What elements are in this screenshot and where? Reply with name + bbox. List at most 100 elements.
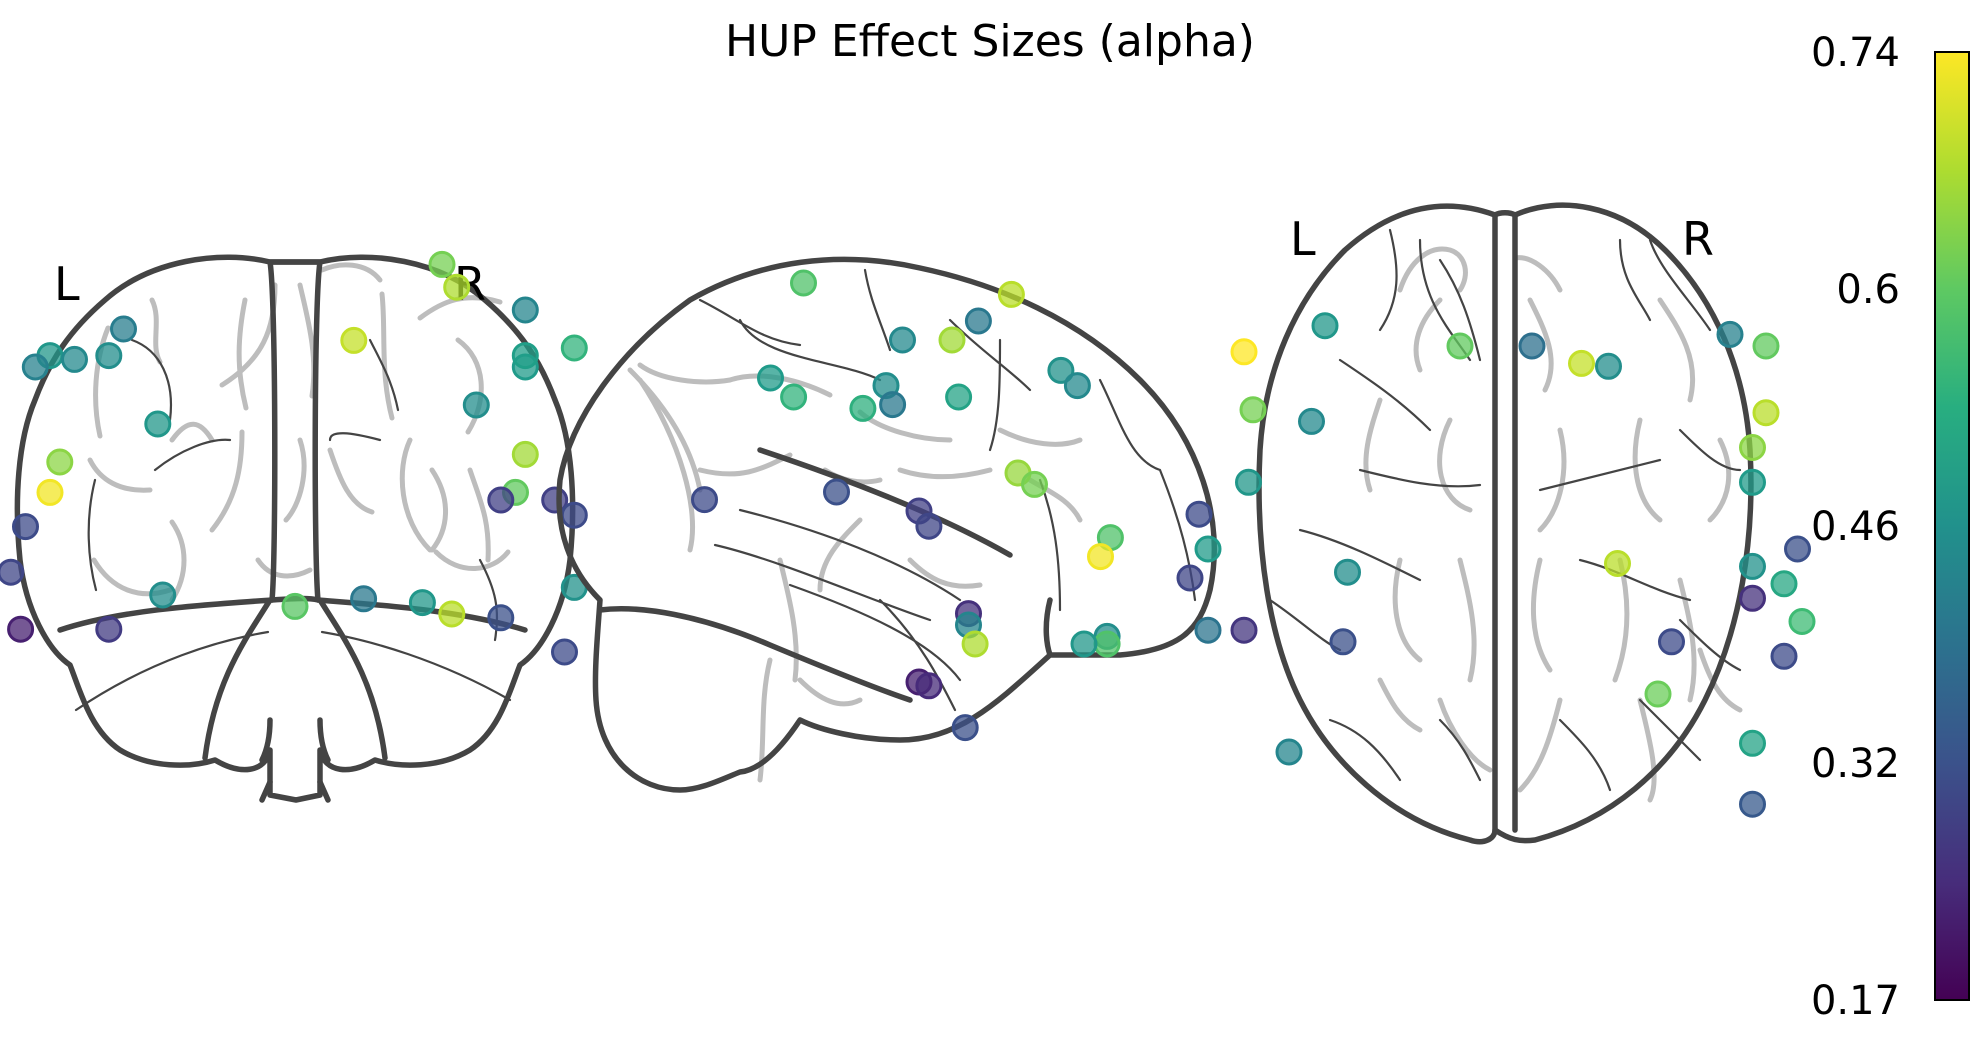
- coronal-left-label: L: [54, 257, 80, 311]
- sagittal-point: [823, 478, 850, 506]
- coronal-point: [36, 478, 64, 506]
- colorbar-tick-label: 0.17: [1811, 978, 1900, 1024]
- coronal-point: [144, 410, 172, 438]
- axial-point: [1739, 552, 1766, 580]
- colorbar-tick-label: 0.6: [1836, 267, 1900, 313]
- axial-point: [1239, 396, 1267, 424]
- axial-point: [1788, 608, 1816, 635]
- coronal-point: [511, 296, 539, 324]
- axial-midline: [1492, 212, 1518, 833]
- sagittal-point: [961, 630, 989, 658]
- coronal-sulci-lower: [91, 437, 491, 603]
- colorbar-frame: [1934, 51, 1970, 1001]
- sagittal-point: [757, 364, 784, 392]
- axial-outline: [1256, 202, 1754, 845]
- chart-title: HUP Effect Sizes (alpha): [725, 16, 1255, 67]
- axial-point: [1752, 399, 1780, 427]
- axial-point: [1770, 570, 1798, 598]
- coronal-point: [428, 250, 456, 278]
- axial-points: [1176, 312, 1816, 818]
- axial-point: [1752, 332, 1780, 360]
- coronal-points: [0, 250, 588, 666]
- axial-point: [1739, 584, 1766, 612]
- axial-point: [1595, 352, 1622, 380]
- sagittal-point: [849, 394, 877, 422]
- sagittal-point: [938, 326, 966, 354]
- axial-point: [1194, 616, 1222, 644]
- axial-inner-lines: [1268, 228, 1742, 792]
- axial-point: [1230, 616, 1258, 644]
- axial-point: [1446, 332, 1474, 360]
- coronal-midline: [267, 259, 323, 603]
- coronal-point: [408, 589, 436, 617]
- coronal-point: [350, 585, 378, 613]
- coronal-point: [0, 558, 25, 586]
- sagittal-outline: [556, 256, 1218, 793]
- axial-point: [1298, 407, 1325, 435]
- axial-point: [1230, 338, 1258, 366]
- colorbar-tick-label: 0.46: [1811, 504, 1900, 550]
- sagittal-point: [889, 326, 916, 354]
- coronal-point: [7, 615, 35, 643]
- axial-right-label: R: [1682, 212, 1714, 266]
- axial-sulci: [1363, 246, 1743, 803]
- axial-point: [1311, 312, 1339, 340]
- coronal-point: [61, 345, 88, 373]
- coronal-point: [438, 600, 466, 628]
- coronal-point: [443, 273, 471, 301]
- axial-point: [1185, 500, 1213, 528]
- axial-point: [1658, 628, 1685, 656]
- axial-point: [1739, 790, 1766, 818]
- axial-point: [1235, 468, 1262, 496]
- axial-view: L R: [1176, 202, 1816, 845]
- sagittal-point: [915, 672, 943, 700]
- axial-point: [1334, 558, 1361, 586]
- colorbar: 0.74 0.6 0.46 0.32 0.17: [1811, 30, 1970, 1024]
- coronal-point: [487, 486, 515, 514]
- axial-point: [1518, 332, 1546, 360]
- axial-point: [1770, 642, 1798, 670]
- coronal-view: L R: [0, 250, 588, 803]
- sagittal-view: [556, 256, 1218, 793]
- sagittal-point: [997, 280, 1025, 308]
- sagittal-points: [691, 269, 1124, 742]
- sagittal-point: [780, 383, 808, 411]
- axial-point: [1568, 349, 1595, 377]
- sagittal-point: [790, 269, 817, 297]
- sagittal-point: [1087, 543, 1114, 571]
- axial-point: [1784, 535, 1811, 563]
- coronal-point: [95, 615, 123, 643]
- axial-point: [1604, 550, 1631, 577]
- coronal-point: [511, 342, 539, 370]
- axial-point: [1739, 434, 1766, 461]
- coronal-point: [110, 315, 137, 343]
- sagittal-point: [915, 512, 943, 540]
- coronal-point: [462, 391, 490, 419]
- sagittal-point: [1047, 356, 1075, 384]
- axial-point: [1275, 738, 1303, 766]
- coronal-point: [281, 592, 309, 620]
- colorbar-fill: [1935, 52, 1969, 1000]
- coronal-inner-lines: [74, 338, 512, 712]
- coronal-point: [340, 326, 368, 354]
- sagittal-point: [964, 307, 992, 335]
- colorbar-tick-label: 0.74: [1811, 30, 1900, 76]
- coronal-point: [487, 604, 515, 632]
- axial-point: [1739, 468, 1766, 496]
- sagittal-inner-lines: [698, 268, 1197, 712]
- coronal-point: [560, 501, 588, 529]
- sagittal-point: [1093, 630, 1121, 658]
- sagittal-point: [1021, 470, 1048, 498]
- sagittal-point: [1070, 630, 1098, 658]
- coronal-point: [511, 440, 539, 468]
- sagittal-point: [691, 486, 718, 514]
- axial-point: [1739, 729, 1766, 757]
- sagittal-point: [951, 714, 979, 742]
- sagittal-lateral-fissure: [597, 447, 1053, 703]
- sagittal-point: [945, 383, 973, 411]
- axial-left-label: L: [1290, 212, 1316, 266]
- colorbar-tick-label: 0.32: [1811, 741, 1900, 787]
- coronal-point: [149, 581, 177, 609]
- axial-point: [1644, 680, 1672, 708]
